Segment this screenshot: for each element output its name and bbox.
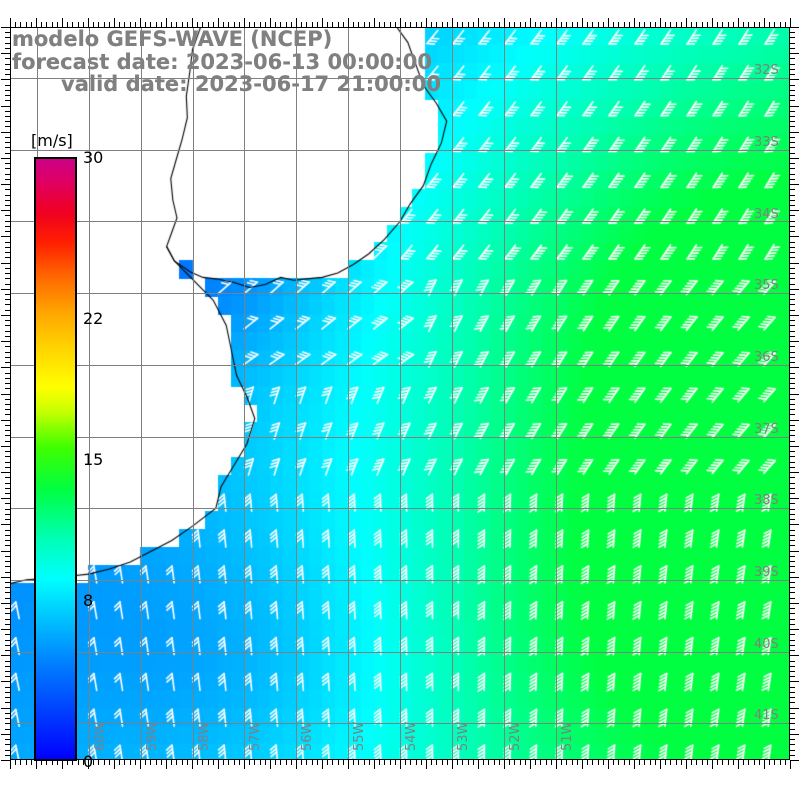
bottom-axis-ticks [10, 760, 791, 772]
colorbar-gradient [34, 157, 77, 761]
right-axis-ticks [790, 27, 800, 761]
colorbar-tick-label: 22 [83, 309, 104, 329]
colorbar-units-label: [m/s] [31, 131, 73, 150]
colorbar-tick-label: 30 [83, 148, 104, 167]
colorbar-tick-label: 0 [83, 752, 94, 771]
map-plot-area: 61W60W59W58W57W56W55W54W53W52W51W32S33S3… [10, 27, 790, 760]
top-axis-ticks [10, 15, 791, 27]
wind-field-canvas [11, 28, 789, 759]
colorbar-tick-label: 15 [83, 450, 104, 469]
colorbar-tick-label: 8 [83, 590, 94, 610]
left-axis-ticks [0, 27, 10, 761]
